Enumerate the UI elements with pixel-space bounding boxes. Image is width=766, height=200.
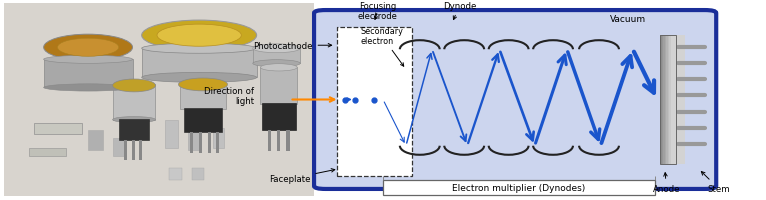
Bar xyxy=(383,180,655,195)
Ellipse shape xyxy=(113,80,155,92)
Ellipse shape xyxy=(253,60,300,68)
Bar xyxy=(119,119,149,140)
Bar xyxy=(132,140,135,160)
Ellipse shape xyxy=(142,44,257,54)
Bar xyxy=(34,124,82,134)
Bar xyxy=(660,36,676,164)
Ellipse shape xyxy=(113,117,155,123)
Text: Photocathode: Photocathode xyxy=(253,42,332,50)
Ellipse shape xyxy=(178,79,228,91)
Bar xyxy=(44,60,133,88)
Text: Stem: Stem xyxy=(702,172,730,193)
Bar xyxy=(262,103,296,130)
Bar xyxy=(169,168,182,180)
Text: Secondary
electron: Secondary electron xyxy=(360,27,404,67)
Bar xyxy=(268,130,271,151)
Text: Electron multiplier (Dynodes): Electron multiplier (Dynodes) xyxy=(453,183,585,192)
Bar xyxy=(184,108,222,132)
Bar xyxy=(286,130,290,151)
Bar xyxy=(260,68,297,104)
Ellipse shape xyxy=(44,56,133,64)
Bar xyxy=(142,49,257,78)
Bar xyxy=(660,36,674,164)
Ellipse shape xyxy=(260,64,297,72)
Text: Direction of
light: Direction of light xyxy=(205,86,254,106)
Bar xyxy=(192,168,204,180)
Bar xyxy=(29,148,66,156)
Bar xyxy=(4,4,314,196)
Bar xyxy=(208,132,211,153)
Bar xyxy=(88,130,103,150)
Text: Vacuum: Vacuum xyxy=(610,15,647,24)
Bar xyxy=(253,49,300,64)
Text: Focusing
electrode: Focusing electrode xyxy=(358,2,398,21)
Ellipse shape xyxy=(253,45,300,53)
Bar xyxy=(668,36,682,164)
Text: Dynode: Dynode xyxy=(443,2,476,20)
Bar xyxy=(190,132,193,153)
Bar xyxy=(180,85,226,109)
Bar xyxy=(113,138,126,156)
Ellipse shape xyxy=(142,21,257,51)
Bar xyxy=(139,140,142,160)
Bar xyxy=(188,126,199,150)
Bar xyxy=(213,128,224,148)
Bar xyxy=(124,140,127,160)
Bar xyxy=(165,120,178,148)
Bar xyxy=(113,85,155,120)
Bar xyxy=(663,36,677,164)
Bar xyxy=(671,36,685,164)
Bar xyxy=(666,36,680,164)
Bar xyxy=(199,132,202,153)
Ellipse shape xyxy=(142,73,257,83)
Ellipse shape xyxy=(44,35,133,61)
Text: Faceplate: Faceplate xyxy=(269,169,335,183)
Bar xyxy=(277,130,280,151)
Ellipse shape xyxy=(157,25,241,47)
Bar xyxy=(216,132,219,153)
Ellipse shape xyxy=(44,84,133,92)
Bar xyxy=(669,36,683,164)
Bar xyxy=(665,36,679,164)
Bar xyxy=(337,28,412,176)
Bar xyxy=(662,36,676,164)
Ellipse shape xyxy=(57,39,119,57)
Text: Anode: Anode xyxy=(653,173,680,193)
FancyBboxPatch shape xyxy=(314,11,716,189)
